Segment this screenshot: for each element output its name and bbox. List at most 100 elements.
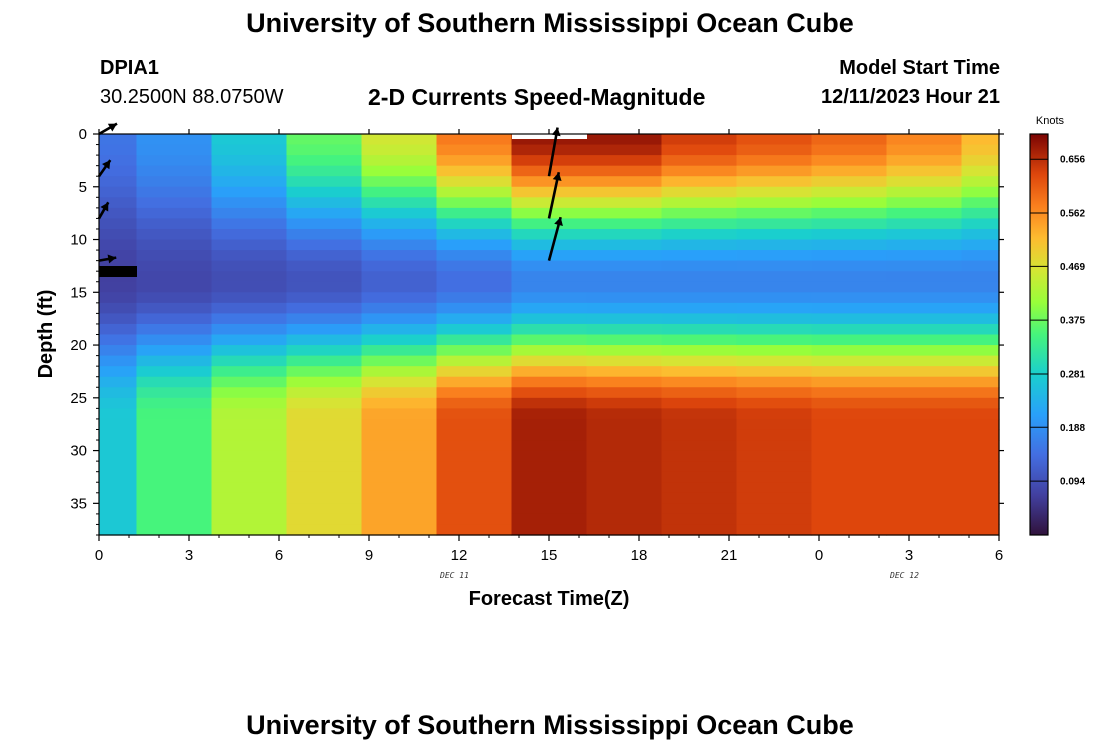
x-tick-label: 6 [275, 547, 283, 564]
heatmap-cell [811, 271, 888, 283]
heatmap-cell [136, 482, 213, 494]
heatmap-cell [136, 376, 213, 388]
heatmap-cell [811, 250, 888, 262]
heatmap-cell [886, 408, 963, 420]
heatmap-cell [436, 239, 513, 251]
current-vector-arrow [98, 122, 118, 136]
heatmap-cell [136, 165, 213, 177]
heatmap-cell [661, 450, 738, 462]
heatmap-cell [886, 250, 963, 262]
heatmap-cell [286, 218, 363, 230]
y-tick-label: 25 [70, 390, 87, 407]
heatmap-cell [136, 239, 213, 251]
heatmap-cell [661, 292, 738, 304]
heatmap-cell [586, 355, 663, 367]
heatmap-cell [136, 366, 213, 378]
heatmap-cell [661, 482, 738, 494]
heatmap-cell [136, 144, 213, 156]
heatmap-cell [586, 503, 663, 515]
heatmap-cell [586, 461, 663, 473]
heatmap-cell [736, 355, 813, 367]
heatmap-cell [961, 155, 1000, 167]
heatmap-cell [736, 450, 813, 462]
heatmap-cell [361, 513, 438, 526]
heatmap-cell [99, 408, 138, 420]
heatmap-cell [586, 134, 663, 146]
heatmap-cell [511, 440, 588, 452]
heatmap-cell [286, 176, 363, 188]
heatmap-cell [661, 250, 738, 262]
heatmap-cell [361, 144, 438, 156]
heatmap-cell [811, 281, 888, 293]
heatmap-cell [961, 408, 1000, 420]
heatmap-cell [361, 492, 438, 504]
heatmap-cell [136, 218, 213, 230]
heatmap-cell [511, 334, 588, 346]
heatmap-cell [961, 429, 1000, 441]
heatmap-cell [961, 197, 1000, 209]
heatmap-cell [99, 418, 138, 431]
heatmap-cell [99, 197, 138, 209]
heatmap-cell [586, 302, 663, 314]
heatmap-cell [661, 408, 738, 420]
heatmap-cell [136, 471, 213, 483]
heatmap-cell [286, 155, 363, 167]
heatmap-cell [361, 334, 438, 346]
heatmap-cell [811, 355, 888, 367]
heatmap-cell [436, 482, 513, 494]
heatmap-cell [961, 450, 1000, 462]
heatmap-cell [511, 492, 588, 504]
heatmap-cell [661, 176, 738, 188]
heatmap-cell [286, 450, 363, 462]
heatmap-cell [136, 197, 213, 209]
heatmap-cell [811, 218, 888, 230]
heatmap-cell [811, 440, 888, 452]
current-vector-arrow [97, 201, 110, 220]
heatmap-cell [811, 418, 888, 431]
heatmap-cell [961, 228, 1000, 241]
heatmap-cell [886, 155, 963, 167]
heatmap-cell [436, 271, 513, 283]
bottom-marker [99, 266, 137, 277]
heatmap-cell [361, 271, 438, 283]
y-tick-label: 10 [70, 232, 87, 249]
heatmap-cell [361, 197, 438, 209]
heatmap-cell [811, 513, 888, 526]
heatmap-cell [511, 186, 588, 198]
heatmap-cell [811, 366, 888, 378]
heatmap-cell [811, 197, 888, 209]
heatmap-cell [511, 239, 588, 251]
heatmap-cell [661, 165, 738, 177]
heatmap-cell [661, 197, 738, 209]
heatmap-cell [586, 345, 663, 357]
colorbar-tick-label: 0.094 [1060, 477, 1085, 488]
heatmap-cell [361, 524, 438, 536]
heatmap-cell [886, 165, 963, 177]
y-axis-label: Depth (ft) [35, 290, 57, 379]
heatmap-cell [586, 239, 663, 251]
heatmap-cell [211, 260, 288, 272]
heatmap-cell [361, 387, 438, 399]
heatmap-cell [286, 355, 363, 367]
heatmap-cell [961, 513, 1000, 526]
heatmap-cell [736, 155, 813, 167]
heatmap-cell [811, 260, 888, 272]
heatmap-cell [99, 323, 138, 336]
heatmap-cell [586, 176, 663, 188]
heatmap-cell [661, 376, 738, 388]
x-tick-label: 21 [721, 547, 738, 564]
heatmap-cell [361, 482, 438, 494]
heatmap-cell [436, 408, 513, 420]
heatmap-cell [736, 313, 813, 325]
heatmap-cell [811, 207, 888, 220]
heatmap-cell [211, 313, 288, 325]
heatmap-cell [211, 134, 288, 146]
heatmap-cell [511, 461, 588, 473]
y-tick-label: 20 [70, 337, 87, 354]
current-vector-arrow [547, 216, 563, 261]
heatmap-cell [886, 271, 963, 283]
heatmap-cell [661, 260, 738, 272]
heatmap-cell [961, 387, 1000, 399]
heatmap-cell [886, 176, 963, 188]
heatmap-cell [361, 429, 438, 441]
